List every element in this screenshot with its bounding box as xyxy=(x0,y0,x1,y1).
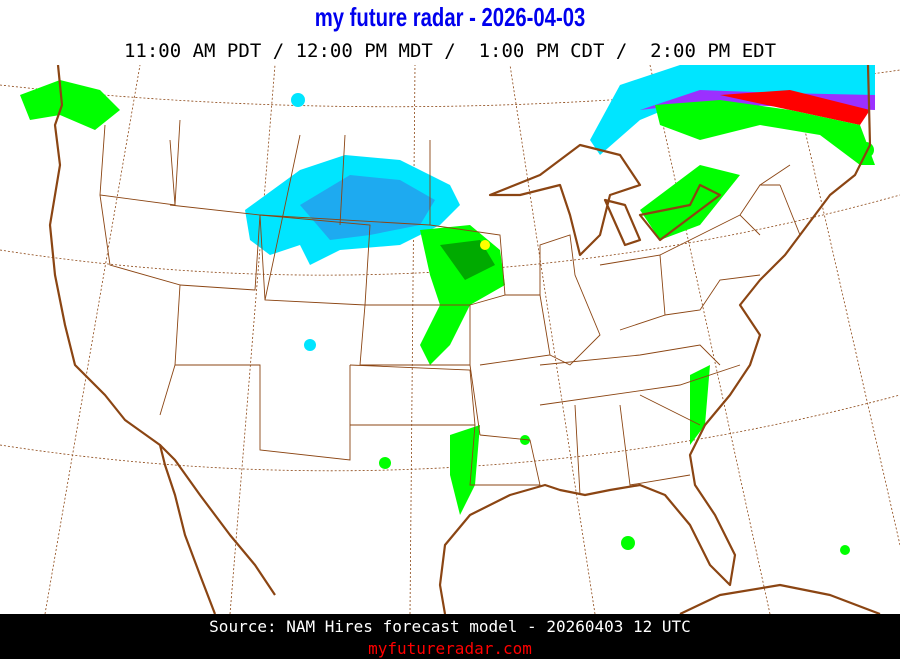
rain-area-texas xyxy=(450,425,480,515)
radar-map xyxy=(0,65,900,614)
rain-cell xyxy=(840,545,850,555)
rain-moderate-midwest xyxy=(440,240,495,280)
coastline xyxy=(48,65,881,614)
rain-cell xyxy=(379,457,391,469)
longitude-line xyxy=(409,65,416,614)
snow-cell xyxy=(304,339,316,351)
cuba xyxy=(679,583,881,614)
rain-cell xyxy=(520,435,530,445)
rain-area-canada xyxy=(655,100,875,165)
time-zones-subtitle: 11:00 AM PDT / 12:00 PM MDT / 1:00 PM CD… xyxy=(123,40,777,62)
source-text: Source: NAM Hires forecast model - 20260… xyxy=(209,617,691,636)
graticule xyxy=(0,65,900,614)
rain-area-ohio-valley xyxy=(640,165,740,240)
precipitation xyxy=(20,65,875,555)
longitude-line xyxy=(509,65,596,614)
rain-cell xyxy=(858,142,874,158)
freezing-band-canada xyxy=(720,90,870,125)
site-link[interactable]: myfutureradar.com xyxy=(368,639,532,658)
latitude-line xyxy=(0,394,900,472)
heavy-rain-cell xyxy=(480,240,490,250)
rain-area-washington xyxy=(20,80,120,130)
longitude-line xyxy=(44,65,141,614)
snow-cell xyxy=(291,93,305,107)
gulf-coast xyxy=(438,65,872,614)
footer-bar: Source: NAM Hires forecast model - 20260… xyxy=(0,614,900,659)
longitude-line xyxy=(649,65,771,614)
state-boundaries xyxy=(99,119,801,496)
baja-peninsula xyxy=(159,444,276,596)
longitude-line xyxy=(229,65,276,614)
rain-cell xyxy=(621,536,635,550)
west-coast xyxy=(48,65,217,614)
snow-area-canada xyxy=(590,65,875,155)
page-title: my future radar - 2026-04-03 xyxy=(314,2,586,32)
great-lakes xyxy=(488,143,722,257)
